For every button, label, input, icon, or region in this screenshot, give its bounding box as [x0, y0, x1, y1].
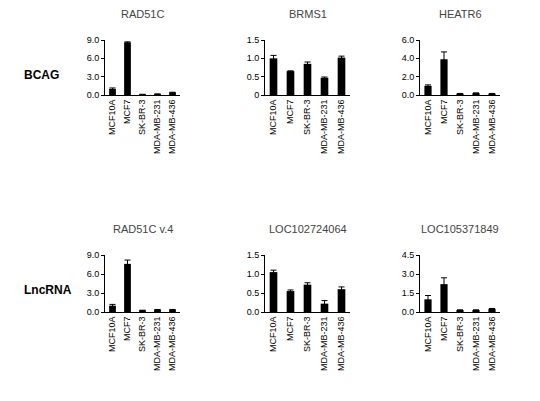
svg-text:SK-BR-3: SK-BR-3 — [455, 100, 465, 136]
svg-text:MCF10A: MCF10A — [423, 100, 433, 136]
svg-text:MCF7: MCF7 — [439, 100, 449, 125]
svg-text:0: 0 — [254, 90, 259, 100]
svg-text:MCF7: MCF7 — [439, 317, 449, 342]
svg-text:SK-BR-3: SK-BR-3 — [137, 317, 147, 353]
svg-text:0.0: 0.0 — [87, 90, 100, 100]
svg-text:4.0: 4.0 — [402, 53, 415, 63]
svg-text:MDA-MB-231: MDA-MB-231 — [319, 317, 329, 372]
svg-text:MCF7: MCF7 — [285, 100, 295, 125]
svg-text:3.0: 3.0 — [87, 72, 100, 82]
svg-text:MDA-MB-231: MDA-MB-231 — [471, 100, 481, 155]
svg-text:9.0: 9.0 — [87, 35, 100, 45]
svg-text:SK-BR-3: SK-BR-3 — [137, 100, 147, 136]
svg-text:9.0: 9.0 — [87, 250, 100, 260]
svg-text:MCF7: MCF7 — [122, 317, 132, 342]
svg-text:SK-BR-3: SK-BR-3 — [302, 317, 312, 353]
svg-text:MDA-MB-436: MDA-MB-436 — [487, 317, 497, 372]
svg-text:MDA-MB-436: MDA-MB-436 — [167, 317, 177, 372]
svg-text:MDA-MB-436: MDA-MB-436 — [167, 100, 177, 155]
svg-text:1.5: 1.5 — [247, 250, 260, 260]
svg-text:HEATR6: HEATR6 — [439, 8, 482, 20]
svg-text:0.5: 0.5 — [247, 72, 260, 82]
svg-text:MDA-MB-231: MDA-MB-231 — [471, 317, 481, 372]
svg-text:0.0: 0.0 — [87, 307, 100, 317]
svg-text:6.0: 6.0 — [402, 35, 415, 45]
svg-text:1.5: 1.5 — [402, 288, 415, 298]
svg-text:RAD51C v.4: RAD51C v.4 — [113, 223, 173, 235]
svg-text:LOC102724064: LOC102724064 — [269, 223, 347, 235]
svg-text:6.0: 6.0 — [87, 53, 100, 63]
svg-text:MDA-MB-436: MDA-MB-436 — [336, 317, 346, 372]
svg-text:MCF10A: MCF10A — [423, 317, 433, 353]
svg-text:0.0: 0.0 — [402, 90, 415, 100]
svg-text:3.0: 3.0 — [87, 288, 100, 298]
svg-text:4.5: 4.5 — [402, 250, 415, 260]
svg-text:MDA-MB-231: MDA-MB-231 — [319, 100, 329, 155]
svg-text:2.0: 2.0 — [402, 72, 415, 82]
svg-text:MCF10A: MCF10A — [268, 100, 278, 136]
svg-text:MCF10A: MCF10A — [268, 317, 278, 353]
svg-text:0.5: 0.5 — [247, 288, 260, 298]
svg-text:0.0: 0.0 — [247, 307, 260, 317]
svg-text:MCF10A: MCF10A — [107, 100, 117, 136]
svg-text:SK-BR-3: SK-BR-3 — [302, 100, 312, 136]
svg-text:MCF7: MCF7 — [122, 100, 132, 125]
svg-text:MDA-MB-436: MDA-MB-436 — [336, 100, 346, 155]
svg-text:BCAG: BCAG — [24, 68, 59, 82]
svg-text:RAD51C: RAD51C — [121, 8, 164, 20]
svg-text:3.0: 3.0 — [402, 269, 415, 279]
svg-text:LncRNA: LncRNA — [24, 283, 72, 297]
svg-text:1.0: 1.0 — [247, 269, 260, 279]
svg-text:MCF7: MCF7 — [285, 317, 295, 342]
svg-text:SK-BR-3: SK-BR-3 — [455, 317, 465, 353]
svg-text:MDA-MB-436: MDA-MB-436 — [487, 100, 497, 155]
svg-text:BRMS1: BRMS1 — [289, 8, 327, 20]
svg-text:1.0: 1.0 — [247, 53, 260, 63]
svg-text:6.0: 6.0 — [87, 269, 100, 279]
svg-text:MCF10A: MCF10A — [107, 317, 117, 353]
svg-text:MDA-MB-231: MDA-MB-231 — [152, 317, 162, 372]
svg-text:MDA-MB-231: MDA-MB-231 — [152, 100, 162, 155]
svg-text:LOC105371849: LOC105371849 — [421, 223, 499, 235]
svg-text:0.0: 0.0 — [402, 307, 415, 317]
svg-text:1.5: 1.5 — [247, 35, 260, 45]
